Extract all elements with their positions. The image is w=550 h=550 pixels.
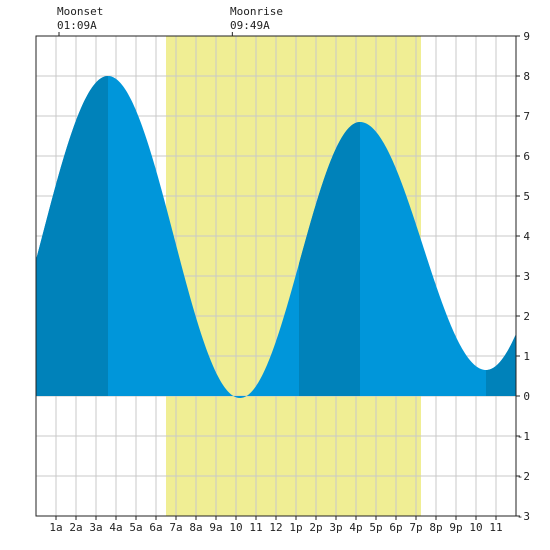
plot-area	[35, 35, 517, 517]
y-tick-label: 9	[523, 30, 530, 43]
y-tick-label: 4	[523, 230, 530, 243]
y-tick-label: 6	[523, 150, 530, 163]
x-axis-labels: 1a 2a 3a 4a 5a 6a 7a 8a 9a 10 11 12 1p 2p 3p 4p 5p 6p 7p 8p…	[49, 516, 503, 534]
moonset-time: 01:09A	[57, 19, 97, 32]
x-tick-label: 3a	[89, 521, 102, 534]
x-tick-label: 5a	[129, 521, 142, 534]
y-tick-label: 5	[523, 190, 530, 203]
x-tick-label: 6p	[389, 521, 402, 534]
tide-area	[36, 76, 516, 398]
x-tick-label: 4a	[109, 521, 122, 534]
tide-area-dark	[486, 333, 516, 396]
x-tick-label: 4p	[349, 521, 362, 534]
x-tick-label: 8a	[189, 521, 202, 534]
moon-labels: Moonset 01:09A Moonrise 09:49A	[57, 5, 283, 36]
x-tick-label: 11	[249, 521, 262, 534]
x-tick-label: 2a	[69, 521, 82, 534]
y-tick-label: 2	[523, 310, 530, 323]
y-tick-label: 0	[523, 390, 530, 403]
x-tick-label: 11	[489, 521, 502, 534]
y-tick-label: -1	[517, 430, 530, 443]
moonset-label: Moonset	[57, 5, 103, 18]
y-tick-label: 8	[523, 70, 530, 83]
moonrise-label: Moonrise	[230, 5, 283, 18]
y-tick-label: -2	[517, 470, 530, 483]
y-tick-label: 1	[523, 350, 530, 363]
moonrise-time: 09:49A	[230, 19, 270, 32]
x-tick-label: 10	[229, 521, 242, 534]
tide-area-dark	[36, 76, 108, 396]
x-tick-label: 1a	[49, 521, 62, 534]
x-tick-label: 1p	[289, 521, 302, 534]
x-tick-label: 2p	[309, 521, 322, 534]
y-tick-label: -3	[517, 510, 530, 523]
x-tick-label: 5p	[369, 521, 382, 534]
x-tick-label: 9p	[449, 521, 462, 534]
x-tick-label: 9a	[209, 521, 222, 534]
x-tick-label: 7a	[169, 521, 182, 534]
y-tick-label: 7	[523, 110, 530, 123]
y-tick-label: 3	[523, 270, 530, 283]
x-tick-label: 12	[269, 521, 282, 534]
x-tick-label: 6a	[149, 521, 162, 534]
y-axis-labels: 9 8 7 6 5 4 3 2 1 0 -1 -2 -3	[516, 30, 530, 523]
x-tick-label: 10	[469, 521, 482, 534]
x-tick-label: 3p	[329, 521, 342, 534]
x-tick-label: 8p	[429, 521, 442, 534]
x-tick-label: 7p	[409, 521, 422, 534]
tide-area-dark	[299, 122, 360, 396]
